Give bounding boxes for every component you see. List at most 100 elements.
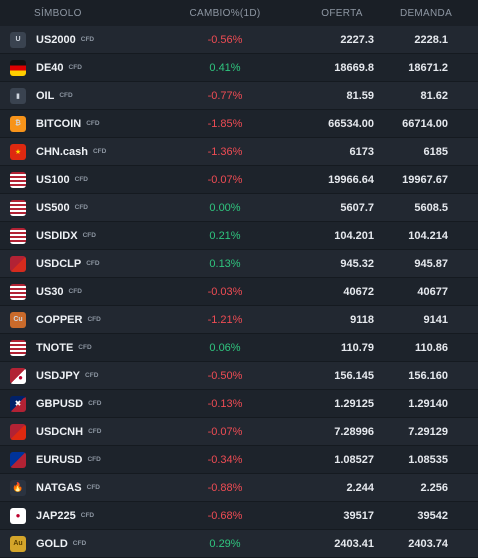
us2000-icon: U xyxy=(10,31,26,48)
bid-price[interactable]: 18669.8 xyxy=(334,61,374,74)
bid-price[interactable]: 9118 xyxy=(350,313,374,326)
bid-price[interactable]: 5607.7 xyxy=(340,201,374,214)
symbol-column-header[interactable]: SÍMBOLO xyxy=(34,7,82,19)
bid-column-header[interactable]: OFERTA xyxy=(321,7,363,19)
table-row[interactable]: US100 CFD -0.07% 19966.64 19967.67 xyxy=(0,166,478,194)
instrument-type-tag: CFD xyxy=(86,120,100,127)
table-row[interactable]: Au GOLD CFD 0.29% 2403.41 2403.74 xyxy=(0,530,478,558)
bid-price[interactable]: 1.29125 xyxy=(334,397,374,410)
symbol-name: US500 xyxy=(36,201,70,214)
table-row[interactable]: Cu COPPER CFD -1.21% 9118 9141 xyxy=(0,306,478,334)
uk-us-flag-icon: ✖ xyxy=(10,395,26,412)
us-chile-flag-icon xyxy=(10,255,26,272)
table-row[interactable]: ★ CHN.cash CFD -1.36% 6173 6185 xyxy=(0,138,478,166)
oil-barrel-icon: ▮ xyxy=(10,87,26,104)
table-row[interactable]: ₿ BITCOIN CFD -1.85% 66534.00 66714.00 xyxy=(0,110,478,138)
ask-price[interactable]: 1.29140 xyxy=(408,397,448,410)
table-row[interactable]: ▮ OIL CFD -0.77% 81.59 81.62 xyxy=(0,82,478,110)
instrument-type-tag: CFD xyxy=(80,36,95,43)
change-value: -0.07% xyxy=(207,173,243,186)
ask-column-header[interactable]: DEMANDA xyxy=(399,7,453,19)
ask-price[interactable]: 2228.1 xyxy=(414,33,448,46)
change-value: 0.21% xyxy=(209,229,241,242)
change-value: 0.00% xyxy=(209,201,241,214)
change-value: -0.77% xyxy=(207,89,243,102)
symbol-name: US100 xyxy=(36,173,70,186)
change-value: -0.03% xyxy=(207,285,243,298)
ask-price[interactable]: 81.62 xyxy=(420,89,448,102)
bid-price[interactable]: 1.08527 xyxy=(334,453,374,466)
bid-price[interactable]: 81.59 xyxy=(346,89,374,102)
symbol-cell: ● USDJPY CFD xyxy=(0,367,170,384)
symbol-cell: TNOTE CFD xyxy=(0,339,170,356)
ask-price[interactable]: 6185 xyxy=(423,145,448,158)
gas-flame-icon: 🔥 xyxy=(10,479,26,496)
bid-price[interactable]: 2403.41 xyxy=(334,537,374,550)
ask-price[interactable]: 19967.67 xyxy=(402,173,448,186)
instrument-type-tag: CFD xyxy=(59,92,73,99)
japan-flag-icon: ● xyxy=(10,507,26,524)
bid-price[interactable]: 945.32 xyxy=(340,257,374,270)
symbol-name: OIL xyxy=(36,89,55,102)
bid-price[interactable]: 104.201 xyxy=(334,229,374,242)
change-value: -1.21% xyxy=(207,313,243,326)
bid-price[interactable]: 66534.00 xyxy=(328,117,374,130)
ask-price[interactable]: 40677 xyxy=(417,285,448,298)
symbol-cell: USDIDX CFD xyxy=(0,227,170,244)
ask-price[interactable]: 9141 xyxy=(423,313,448,326)
symbol-name: DE40 xyxy=(36,61,64,74)
bid-price[interactable]: 6173 xyxy=(349,145,374,158)
table-row[interactable]: ● JAP225 CFD -0.68% 39517 39542 xyxy=(0,502,478,530)
ask-price[interactable]: 39542 xyxy=(417,509,448,522)
bid-price[interactable]: 40672 xyxy=(343,285,374,298)
ask-price[interactable]: 66714.00 xyxy=(402,117,448,130)
symbol-cell: US30 CFD xyxy=(0,283,170,300)
ask-price[interactable]: 104.214 xyxy=(408,229,448,242)
bid-price[interactable]: 2227.3 xyxy=(340,33,374,46)
table-row[interactable]: USDCLP CFD 0.13% 945.32 945.87 xyxy=(0,250,478,278)
table-row[interactable]: US500 CFD 0.00% 5607.7 5608.5 xyxy=(0,194,478,222)
us-flag-icon xyxy=(10,339,26,356)
ask-price[interactable]: 110.86 xyxy=(414,341,448,354)
symbol-cell: US500 CFD xyxy=(0,199,170,216)
table-row[interactable]: DE40 CFD 0.41% 18669.8 18671.2 xyxy=(0,54,478,82)
change-value: -0.56% xyxy=(207,33,243,46)
change-column-header[interactable]: CAMBIO%(1D) xyxy=(189,7,261,19)
symbol-name: US2000 xyxy=(36,33,76,46)
ask-price[interactable]: 2.256 xyxy=(420,481,448,494)
symbol-name: CHN.cash xyxy=(36,145,88,158)
symbol-name: NATGAS xyxy=(36,481,82,494)
instrument-type-tag: CFD xyxy=(92,148,107,155)
table-row[interactable]: U US2000 CFD -0.56% 2227.3 2228.1 xyxy=(0,26,478,54)
bid-price[interactable]: 2.244 xyxy=(346,481,374,494)
table-row[interactable]: 🔥 NATGAS CFD -0.88% 2.244 2.256 xyxy=(0,474,478,502)
table-row[interactable]: US30 CFD -0.03% 40672 40677 xyxy=(0,278,478,306)
bid-price[interactable]: 19966.64 xyxy=(328,173,374,186)
table-row[interactable]: USDIDX CFD 0.21% 104.201 104.214 xyxy=(0,222,478,250)
ask-price[interactable]: 18671.2 xyxy=(408,61,448,74)
change-value: 0.29% xyxy=(209,537,241,550)
instrument-type-tag: CFD xyxy=(68,288,82,295)
ask-price[interactable]: 7.29129 xyxy=(408,425,448,438)
ask-price[interactable]: 2403.74 xyxy=(408,537,448,550)
bid-price[interactable]: 7.28996 xyxy=(334,425,374,438)
table-row[interactable]: TNOTE CFD 0.06% 110.79 110.86 xyxy=(0,334,478,362)
symbol-name: EURUSD xyxy=(36,453,83,466)
table-row[interactable]: ✖ GBPUSD CFD -0.13% 1.29125 1.29140 xyxy=(0,390,478,418)
us-china-flag-icon xyxy=(10,423,26,440)
change-value: -0.07% xyxy=(207,425,243,438)
ask-price[interactable]: 5608.5 xyxy=(414,201,448,214)
ask-price[interactable]: 1.08535 xyxy=(408,453,448,466)
table-row[interactable]: EURUSD CFD -0.34% 1.08527 1.08535 xyxy=(0,446,478,474)
ask-price[interactable]: 156.160 xyxy=(408,369,448,382)
table-row[interactable]: USDCNH CFD -0.07% 7.28996 7.29129 xyxy=(0,418,478,446)
bid-price[interactable]: 156.145 xyxy=(334,369,374,382)
symbol-name: USDCLP xyxy=(36,257,82,270)
bid-price[interactable]: 39517 xyxy=(343,509,374,522)
ask-price[interactable]: 945.87 xyxy=(414,257,448,270)
table-row[interactable]: ● USDJPY CFD -0.50% 156.145 156.160 xyxy=(0,362,478,390)
bid-price[interactable]: 110.79 xyxy=(340,341,374,354)
instrument-type-tag: CFD xyxy=(87,456,101,463)
symbol-cell: USDCNH CFD xyxy=(0,423,170,440)
symbol-name: BITCOIN xyxy=(36,117,82,130)
